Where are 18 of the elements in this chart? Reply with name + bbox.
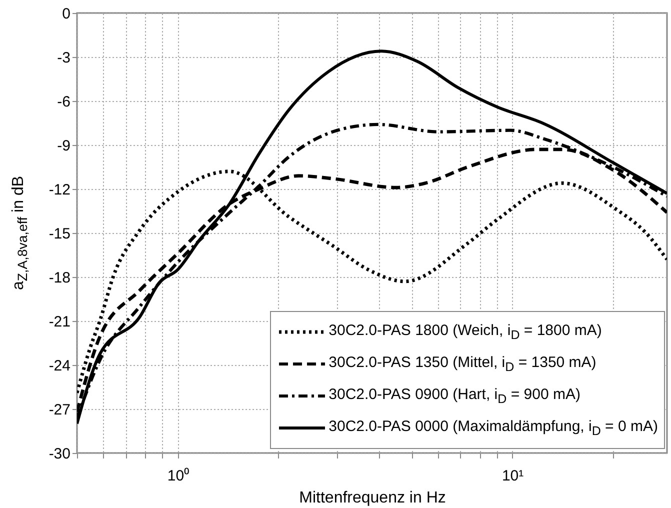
y-tick-label: -27 (48, 402, 70, 418)
legend-label: 30C2.0-PAS 0000 (Maximaldämpfung, i$_{D}$ = 0 mA) (328, 418, 658, 438)
y-tick-label: -18 (48, 270, 70, 286)
y-tick-label: -21 (48, 314, 70, 330)
y-tick-label: -3 (57, 50, 70, 66)
y-tick-label: -9 (57, 138, 70, 154)
legend-label: 30C2.0-PAS 1350 (Mittel, i$_{D}$ = 1350 mA) (328, 354, 596, 374)
y-tick-label: -6 (57, 94, 70, 110)
legend-label: 30C2.0-PAS 0900 (Hart, i$_{D}$ = 900 mA) (328, 386, 580, 406)
x-axis-title: Mittenfrequenz in Hz (299, 490, 446, 506)
y-tick-label: 0 (62, 6, 70, 22)
x-tick-label: 10⁰ (167, 468, 190, 484)
y-tick-label: -30 (48, 446, 70, 462)
x-tick-label: 10¹ (502, 468, 524, 484)
y-tick-label: -15 (48, 226, 70, 242)
legend-label: 30C2.0-PAS 1800 (Weich, i$_{D}$ = 1800 mA) (328, 322, 602, 342)
y-tick-label: -24 (48, 358, 70, 374)
y-tick-label: -12 (48, 182, 70, 198)
